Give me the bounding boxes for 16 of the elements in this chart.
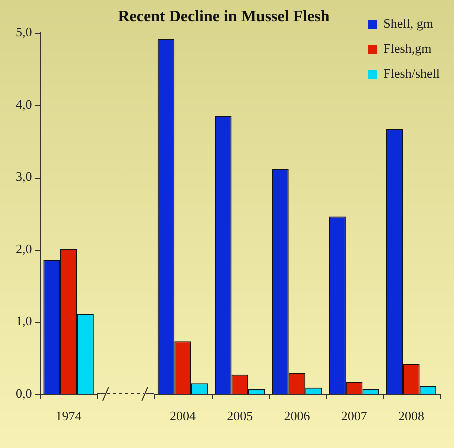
- y-tick-label: 4,0: [16, 96, 32, 112]
- x-tick-label: 2004: [170, 408, 197, 424]
- legend-label: Shell, gm: [384, 16, 434, 31]
- legend-label: Flesh,gm: [384, 40, 432, 56]
- y-tick-label: 2,0: [16, 241, 32, 256]
- x-tick-label: 2005: [227, 408, 254, 424]
- x-tick-label: 1974: [56, 408, 82, 424]
- y-tick-label: 1,0: [16, 314, 32, 329]
- x-tick-label: 2007: [341, 408, 368, 424]
- y-tick-label: 5,0: [16, 24, 32, 40]
- x-tick-label: 2008: [398, 408, 424, 424]
- chart-title: Recent Decline in Mussel Flesh: [118, 8, 330, 26]
- y-tick-label: 0,0: [16, 386, 32, 401]
- y-tick-label: 3,0: [16, 169, 32, 184]
- x-tick-label: 2006: [284, 408, 311, 424]
- legend-label: Flesh/shell: [384, 66, 440, 81]
